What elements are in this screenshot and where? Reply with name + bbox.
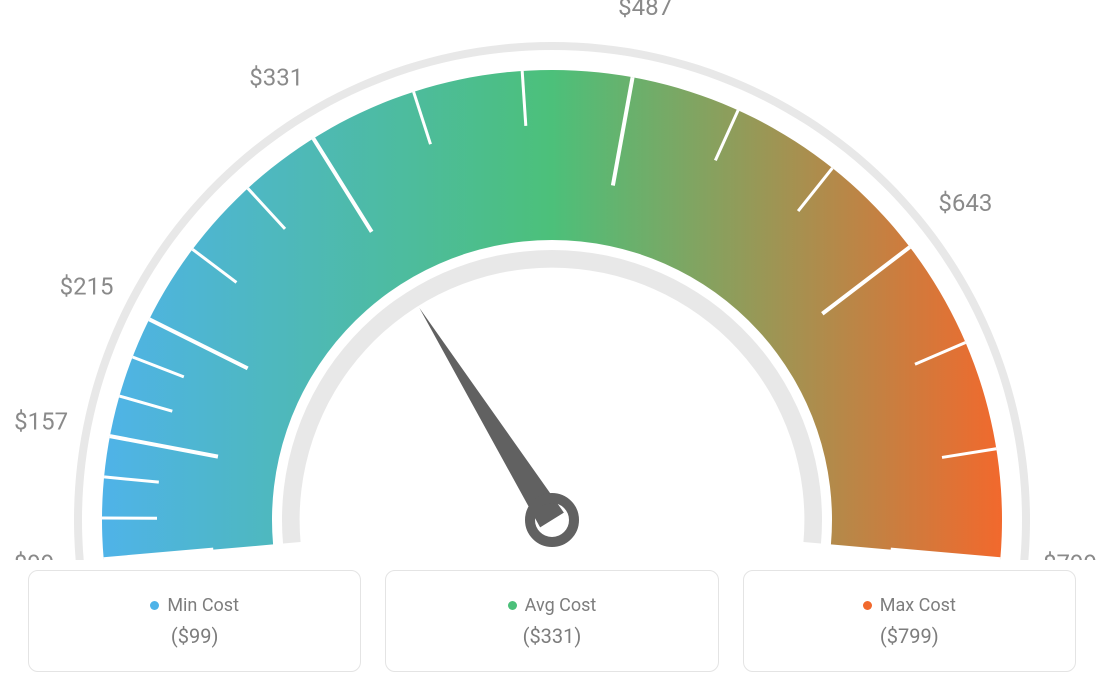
card-value: ($799) bbox=[880, 624, 939, 648]
card-dot-icon bbox=[863, 601, 872, 610]
svg-text:$215: $215 bbox=[60, 272, 114, 300]
svg-text:$157: $157 bbox=[14, 407, 68, 435]
card-value: ($331) bbox=[523, 624, 582, 648]
cost-gauge-widget: $99 $157 $215 $331 $487 $643 $799 Min Cost ($99… bbox=[0, 0, 1104, 690]
gauge-chart: $99 $157 $215 $331 $487 $643 $799 bbox=[0, 0, 1104, 560]
svg-text:$331: $331 bbox=[249, 63, 303, 91]
card-label: Max Cost bbox=[880, 595, 956, 616]
cost-card-avg-cost: Avg Cost ($331) bbox=[385, 570, 718, 672]
card-label: Avg Cost bbox=[525, 595, 597, 616]
svg-text:$487: $487 bbox=[618, 0, 672, 21]
card-label-row: Min Cost bbox=[150, 595, 239, 616]
card-dot-icon bbox=[150, 601, 159, 610]
svg-text:$643: $643 bbox=[938, 189, 992, 217]
gauge-svg: $99 $157 $215 $331 $487 $643 $799 bbox=[0, 0, 1104, 560]
cost-card-max-cost: Max Cost ($799) bbox=[743, 570, 1076, 672]
svg-text:$799: $799 bbox=[1043, 550, 1097, 560]
card-label: Min Cost bbox=[167, 595, 239, 616]
cost-summary-cards: Min Cost ($99) Avg Cost ($331) Max Cost ($799… bbox=[0, 570, 1104, 690]
card-label-row: Max Cost bbox=[863, 595, 956, 616]
cost-card-min-cost: Min Cost ($99) bbox=[28, 570, 361, 672]
card-label-row: Avg Cost bbox=[508, 595, 597, 616]
svg-text:$99: $99 bbox=[14, 550, 54, 560]
card-value: ($99) bbox=[171, 624, 219, 648]
card-dot-icon bbox=[508, 601, 517, 610]
